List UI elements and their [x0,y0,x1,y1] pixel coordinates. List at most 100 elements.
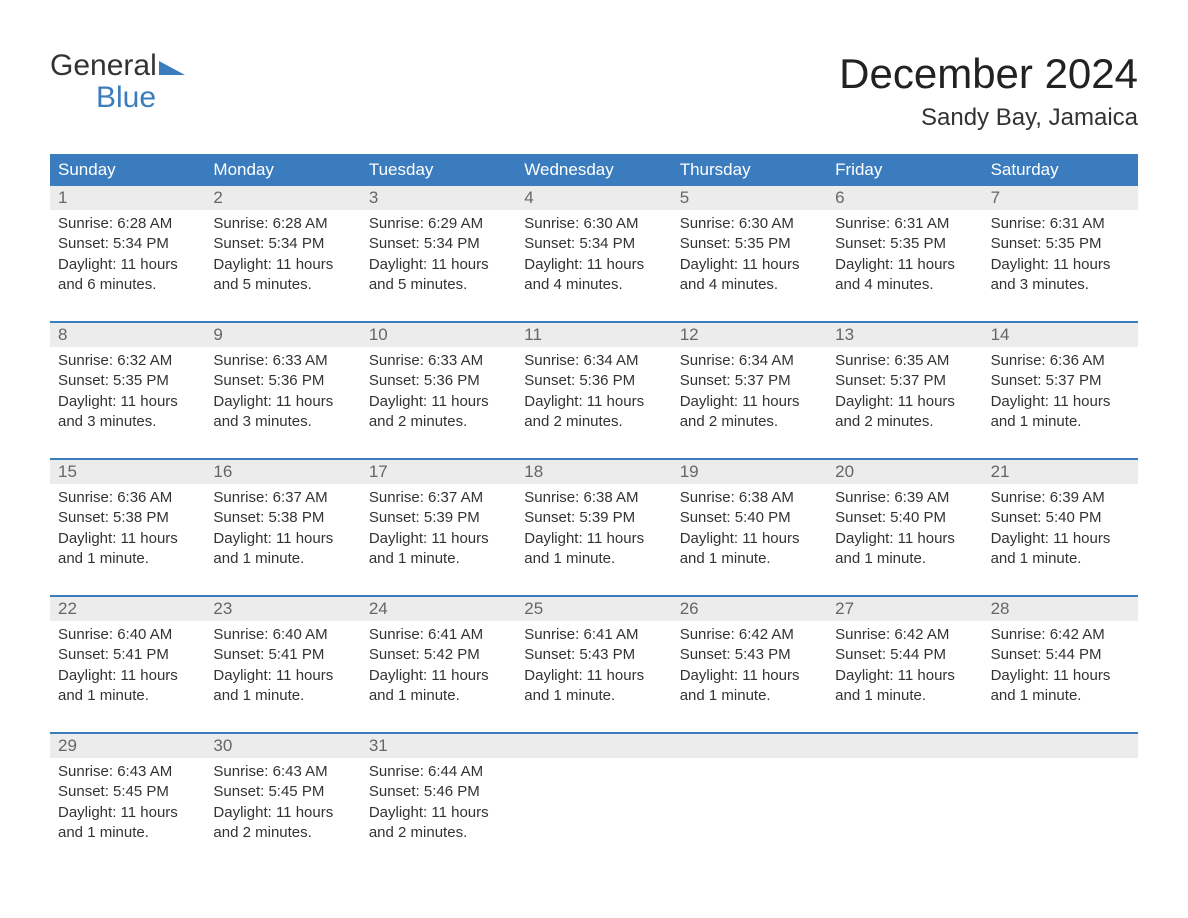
sunrise-text: Sunrise: 6:37 AM [369,488,508,508]
sunset-text: Sunset: 5:34 PM [213,234,352,254]
daylight-line2: and 3 minutes. [58,412,197,432]
day-number: 17 [361,460,516,484]
daylight-line1: Daylight: 11 hours [369,529,508,549]
day-number: 10 [361,323,516,347]
sunrise-text: Sunrise: 6:41 AM [524,625,663,645]
sunrise-text: Sunrise: 6:30 AM [680,214,819,234]
sunset-text: Sunset: 5:35 PM [991,234,1130,254]
day-cell [672,758,827,869]
logo: General Blue [50,50,185,113]
week-block: 1234567Sunrise: 6:28 AMSunset: 5:34 PMDa… [50,186,1138,321]
title-block: December 2024 Sandy Bay, Jamaica [839,50,1138,132]
sunset-text: Sunset: 5:43 PM [680,645,819,665]
sunrise-text: Sunrise: 6:30 AM [524,214,663,234]
daylight-line1: Daylight: 11 hours [680,666,819,686]
day-number: 26 [672,597,827,621]
sunrise-text: Sunrise: 6:40 AM [58,625,197,645]
sunrise-text: Sunrise: 6:43 AM [213,762,352,782]
sunset-text: Sunset: 5:37 PM [991,371,1130,391]
sunrise-text: Sunrise: 6:44 AM [369,762,508,782]
sunset-text: Sunset: 5:35 PM [835,234,974,254]
daylight-line2: and 2 minutes. [835,412,974,432]
sunrise-text: Sunrise: 6:39 AM [835,488,974,508]
daylight-line2: and 1 minute. [524,686,663,706]
day-number: 6 [827,186,982,210]
day-number: 11 [516,323,671,347]
weeks-container: 1234567Sunrise: 6:28 AMSunset: 5:34 PMDa… [50,186,1138,869]
sunrise-text: Sunrise: 6:31 AM [991,214,1130,234]
daylight-line1: Daylight: 11 hours [991,392,1130,412]
day-body-row: Sunrise: 6:40 AMSunset: 5:41 PMDaylight:… [50,621,1138,732]
flag-icon [159,50,185,82]
daylight-line1: Daylight: 11 hours [213,392,352,412]
daylight-line2: and 1 minute. [835,686,974,706]
daylight-line2: and 1 minute. [369,686,508,706]
daylight-line2: and 2 minutes. [369,412,508,432]
day-cell: Sunrise: 6:36 AMSunset: 5:38 PMDaylight:… [50,484,205,595]
day-cell [516,758,671,869]
day-cell: Sunrise: 6:30 AMSunset: 5:35 PMDaylight:… [672,210,827,321]
daylight-line1: Daylight: 11 hours [213,803,352,823]
sunrise-text: Sunrise: 6:39 AM [991,488,1130,508]
sunset-text: Sunset: 5:40 PM [680,508,819,528]
day-number: 28 [983,597,1138,621]
day-number: 7 [983,186,1138,210]
day-number: 27 [827,597,982,621]
daylight-line2: and 2 minutes. [680,412,819,432]
sunrise-text: Sunrise: 6:40 AM [213,625,352,645]
sunset-text: Sunset: 5:37 PM [680,371,819,391]
daylight-line2: and 1 minute. [991,412,1130,432]
daylight-line1: Daylight: 11 hours [58,255,197,275]
daylight-line1: Daylight: 11 hours [369,666,508,686]
daylight-line1: Daylight: 11 hours [835,529,974,549]
sunset-text: Sunset: 5:43 PM [524,645,663,665]
header: General Blue December 2024 Sandy Bay, Ja… [50,50,1138,132]
day-cell: Sunrise: 6:40 AMSunset: 5:41 PMDaylight:… [50,621,205,732]
daylight-line1: Daylight: 11 hours [58,666,197,686]
sunset-text: Sunset: 5:34 PM [369,234,508,254]
day-number-row: 293031 [50,732,1138,758]
day-number [983,734,1138,758]
daylight-line2: and 1 minute. [991,549,1130,569]
day-number: 23 [205,597,360,621]
sunset-text: Sunset: 5:38 PM [58,508,197,528]
sunset-text: Sunset: 5:39 PM [524,508,663,528]
day-cell: Sunrise: 6:29 AMSunset: 5:34 PMDaylight:… [361,210,516,321]
daylight-line2: and 2 minutes. [524,412,663,432]
weekday-label: Friday [827,154,982,186]
daylight-line2: and 3 minutes. [213,412,352,432]
week-block: 22232425262728Sunrise: 6:40 AMSunset: 5:… [50,595,1138,732]
day-cell: Sunrise: 6:37 AMSunset: 5:38 PMDaylight:… [205,484,360,595]
sunset-text: Sunset: 5:35 PM [680,234,819,254]
day-number: 8 [50,323,205,347]
week-block: 891011121314Sunrise: 6:32 AMSunset: 5:35… [50,321,1138,458]
day-number-row: 15161718192021 [50,458,1138,484]
day-cell [827,758,982,869]
sunrise-text: Sunrise: 6:42 AM [991,625,1130,645]
day-body-row: Sunrise: 6:32 AMSunset: 5:35 PMDaylight:… [50,347,1138,458]
sunset-text: Sunset: 5:45 PM [58,782,197,802]
daylight-line1: Daylight: 11 hours [369,803,508,823]
daylight-line2: and 4 minutes. [680,275,819,295]
daylight-line1: Daylight: 11 hours [58,529,197,549]
day-cell: Sunrise: 6:31 AMSunset: 5:35 PMDaylight:… [827,210,982,321]
daylight-line2: and 4 minutes. [524,275,663,295]
day-number: 15 [50,460,205,484]
day-cell: Sunrise: 6:30 AMSunset: 5:34 PMDaylight:… [516,210,671,321]
sunset-text: Sunset: 5:36 PM [369,371,508,391]
daylight-line1: Daylight: 11 hours [213,529,352,549]
day-cell: Sunrise: 6:38 AMSunset: 5:40 PMDaylight:… [672,484,827,595]
daylight-line2: and 1 minute. [58,549,197,569]
sunrise-text: Sunrise: 6:28 AM [58,214,197,234]
day-cell: Sunrise: 6:39 AMSunset: 5:40 PMDaylight:… [827,484,982,595]
sunset-text: Sunset: 5:45 PM [213,782,352,802]
sunset-text: Sunset: 5:39 PM [369,508,508,528]
weekday-label: Wednesday [516,154,671,186]
sunrise-text: Sunrise: 6:35 AM [835,351,974,371]
daylight-line1: Daylight: 11 hours [369,255,508,275]
day-cell: Sunrise: 6:28 AMSunset: 5:34 PMDaylight:… [205,210,360,321]
day-number: 22 [50,597,205,621]
daylight-line2: and 5 minutes. [213,275,352,295]
day-cell: Sunrise: 6:38 AMSunset: 5:39 PMDaylight:… [516,484,671,595]
day-cell: Sunrise: 6:32 AMSunset: 5:35 PMDaylight:… [50,347,205,458]
